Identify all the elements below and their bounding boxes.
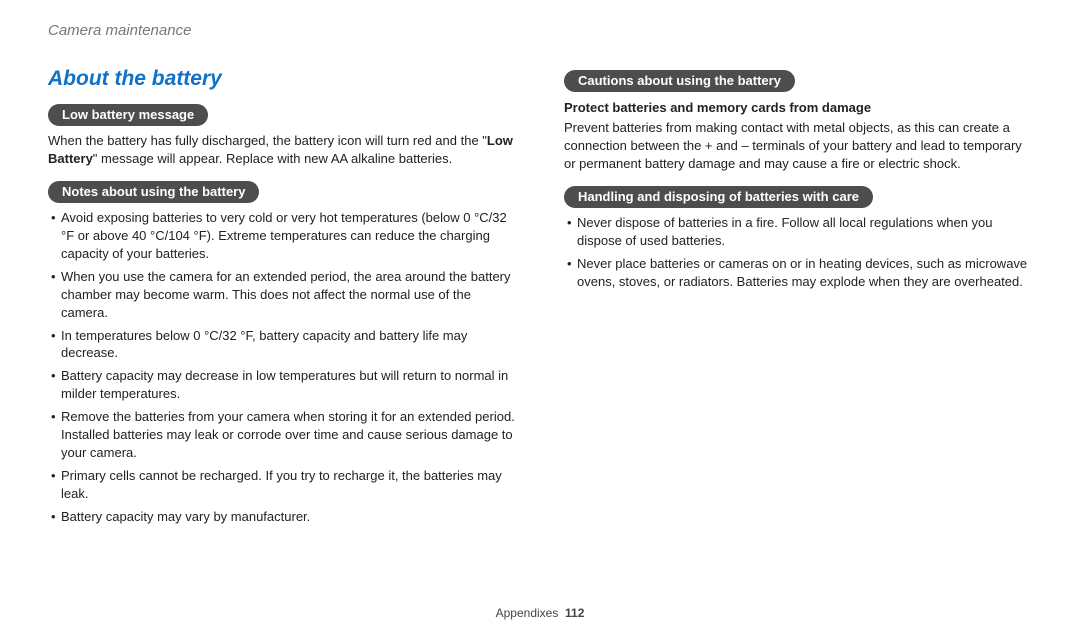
pill-handling: Handling and disposing of batteries with…	[564, 186, 873, 208]
pill-cautions: Cautions about using the battery	[564, 70, 795, 92]
subheading-protect: Protect batteries and memory cards from …	[564, 100, 1032, 115]
footer-label: Appendixes	[496, 606, 559, 620]
handling-list: Never dispose of batteries in a fire. Fo…	[564, 214, 1032, 291]
page: Camera maintenance About the battery Low…	[0, 0, 1080, 531]
protect-paragraph: Prevent batteries from making contact wi…	[564, 119, 1032, 173]
list-item: Never dispose of batteries in a fire. Fo…	[564, 214, 1032, 250]
list-item: Never place batteries or cameras on or i…	[564, 255, 1032, 291]
list-item: Avoid exposing batteries to very cold or…	[48, 209, 516, 263]
left-column: About the battery Low battery message Wh…	[48, 67, 516, 531]
list-item: Battery capacity may decrease in low tem…	[48, 367, 516, 403]
pill-notes-battery: Notes about using the battery	[48, 181, 259, 203]
text-run: When the battery has fully discharged, t…	[48, 133, 487, 148]
right-column: Cautions about using the battery Protect…	[564, 67, 1032, 531]
list-item: Remove the batteries from your camera wh…	[48, 408, 516, 462]
low-battery-paragraph: When the battery has fully discharged, t…	[48, 132, 516, 168]
list-item: When you use the camera for an extended …	[48, 268, 516, 322]
pill-low-battery: Low battery message	[48, 104, 208, 126]
section-header: Camera maintenance	[48, 22, 1032, 39]
list-item: In temperatures below 0 °C/32 °F, batter…	[48, 327, 516, 363]
content-columns: About the battery Low battery message Wh…	[48, 67, 1032, 531]
list-item: Battery capacity may vary by manufacture…	[48, 508, 516, 526]
page-footer: Appendixes 112	[0, 606, 1080, 620]
page-number: 112	[565, 606, 584, 620]
list-item: Primary cells cannot be recharged. If yo…	[48, 467, 516, 503]
notes-list: Avoid exposing batteries to very cold or…	[48, 209, 516, 526]
page-title: About the battery	[48, 67, 516, 91]
text-run: " message will appear. Replace with new …	[93, 151, 452, 166]
